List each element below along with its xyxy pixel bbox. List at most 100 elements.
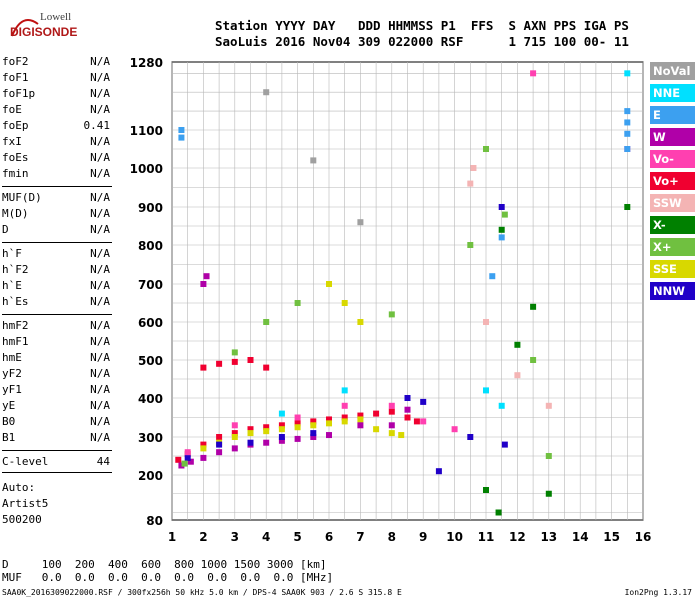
param-row-5: fxI N/A <box>2 134 112 150</box>
data-point <box>495 509 502 516</box>
param-row-7: fmin N/A <box>2 166 112 182</box>
data-point <box>498 402 505 409</box>
legend-item-x: X- <box>650 216 695 234</box>
y-tick-label: 600 <box>138 316 163 330</box>
y-tick-label: 900 <box>138 201 163 215</box>
x-tick-label: 6 <box>325 530 333 544</box>
auto-version: 500200 <box>2 513 42 526</box>
param-name: hmE <box>2 351 22 364</box>
param-name: h`F2 <box>2 263 29 276</box>
x-tick-label: 14 <box>572 530 589 544</box>
data-point <box>545 402 552 409</box>
param-value: N/A <box>90 319 110 332</box>
param-name: h`F <box>2 247 22 260</box>
param-value: N/A <box>90 263 110 276</box>
y-tick-label: 1280 <box>130 56 163 70</box>
x-tick-label: 11 <box>478 530 495 544</box>
legend-item-e: E <box>650 106 695 124</box>
x-tick-label: 13 <box>540 530 557 544</box>
param-value: N/A <box>90 151 110 164</box>
param-row-15: hmF2 N/A <box>2 318 112 334</box>
data-point <box>178 134 185 141</box>
data-point <box>200 454 207 461</box>
param-name: yF2 <box>2 367 22 380</box>
param-name: M(D) <box>2 207 29 220</box>
x-tick-label: 16 <box>635 530 652 544</box>
x-tick-label: 15 <box>603 530 620 544</box>
data-point <box>231 422 238 429</box>
param-row-16: hmF1 N/A <box>2 334 112 350</box>
param-name: hmF2 <box>2 319 29 332</box>
data-point <box>413 418 420 425</box>
data-point <box>530 357 537 363</box>
data-point <box>373 410 380 417</box>
param-row-20: yE N/A <box>2 398 112 414</box>
data-point <box>624 130 631 137</box>
data-point <box>514 372 521 379</box>
data-point <box>216 360 223 367</box>
data-point <box>398 432 405 439</box>
param-value: N/A <box>90 383 110 396</box>
data-point <box>498 234 505 241</box>
y-tick-label: 400 <box>138 392 163 406</box>
param-value: N/A <box>90 135 110 148</box>
param-row-4: foEp 0.41 <box>2 118 112 134</box>
param-name: h`E <box>2 279 22 292</box>
data-point <box>530 70 537 77</box>
data-point <box>467 180 474 187</box>
data-point <box>388 408 395 415</box>
data-point <box>263 364 270 371</box>
data-point <box>200 364 207 371</box>
data-point <box>514 341 521 348</box>
data-point <box>263 428 270 435</box>
param-value: N/A <box>90 223 110 236</box>
param-row-0: foF2 N/A <box>2 54 112 70</box>
data-point <box>326 416 332 423</box>
data-point <box>263 319 270 325</box>
param-name: MUF(D) <box>2 191 42 204</box>
param-row-2: foF1p N/A <box>2 86 112 102</box>
param-value: N/A <box>90 247 110 260</box>
distance-row: D 100 200 400 600 800 1000 1500 3000 [km… <box>2 558 327 571</box>
data-point <box>231 445 238 452</box>
data-point <box>501 441 508 448</box>
data-point <box>247 426 254 433</box>
param-value: N/A <box>90 279 110 292</box>
param-value: N/A <box>90 295 110 308</box>
param-separator <box>2 182 112 187</box>
param-row-23: C-level 44 <box>2 454 112 470</box>
logo-graphic: Lowell DIGISONDE <box>10 11 77 39</box>
data-point <box>624 70 631 77</box>
data-point <box>200 445 207 452</box>
data-point <box>310 157 317 164</box>
data-point <box>294 435 301 442</box>
x-tick-label: 12 <box>509 530 526 544</box>
data-point <box>263 439 270 446</box>
param-row-11: h`F N/A <box>2 246 112 262</box>
param-value: 0.41 <box>83 119 111 132</box>
data-point <box>404 414 411 421</box>
data-point <box>357 219 364 226</box>
param-name: foEs <box>2 151 29 164</box>
param-value: N/A <box>90 167 110 180</box>
param-value: N/A <box>90 87 110 100</box>
param-name: fxI <box>2 135 22 148</box>
param-value: N/A <box>90 351 110 364</box>
legend-item-nne: NNE <box>650 84 695 102</box>
param-name: foEp <box>2 119 29 132</box>
param-value: N/A <box>90 431 110 444</box>
param-name: foF1 <box>2 71 29 84</box>
y-tick-labels: 80 200 300 400 500 600 700 800 900 1000 1100 1280 <box>130 56 163 528</box>
data-point <box>357 319 364 325</box>
muf-table: D 100 200 400 600 800 1000 1500 3000 [km… <box>2 558 333 584</box>
auto-program: Artist5 <box>2 497 49 510</box>
logo-text-1: Lowell <box>40 11 71 23</box>
param-separator <box>2 470 112 473</box>
data-point <box>388 402 395 409</box>
legend-item-noval: NoVal <box>650 62 695 80</box>
x-tick-label: 10 <box>446 530 463 544</box>
data-point <box>357 416 364 423</box>
param-name: yE <box>2 399 16 412</box>
param-separator <box>2 238 112 243</box>
data-point <box>216 441 223 448</box>
